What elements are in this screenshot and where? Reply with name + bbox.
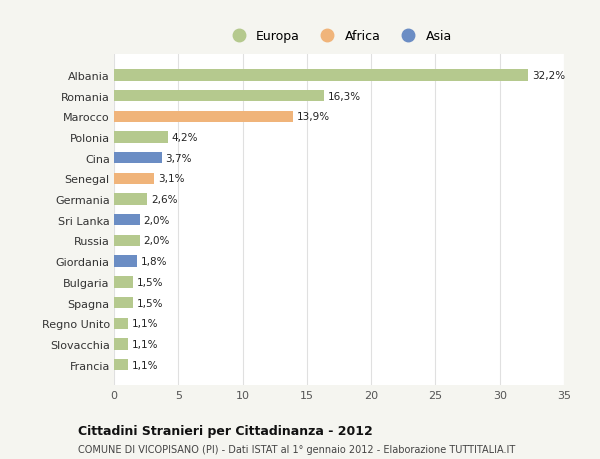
Text: 4,2%: 4,2% bbox=[172, 133, 199, 143]
Bar bbox=[114, 153, 161, 164]
Bar bbox=[114, 91, 323, 102]
Bar bbox=[114, 297, 133, 308]
Bar bbox=[114, 359, 128, 370]
Text: COMUNE DI VICOPISANO (PI) - Dati ISTAT al 1° gennaio 2012 - Elaborazione TUTTITA: COMUNE DI VICOPISANO (PI) - Dati ISTAT a… bbox=[78, 444, 515, 454]
Text: Cittadini Stranieri per Cittadinanza - 2012: Cittadini Stranieri per Cittadinanza - 2… bbox=[78, 425, 373, 437]
Bar bbox=[114, 235, 140, 246]
Text: 1,5%: 1,5% bbox=[137, 277, 164, 287]
Legend: Europa, Africa, Asia: Europa, Africa, Asia bbox=[221, 25, 457, 48]
Bar bbox=[114, 174, 154, 185]
Text: 1,1%: 1,1% bbox=[132, 339, 158, 349]
Bar bbox=[114, 215, 140, 226]
Text: 13,9%: 13,9% bbox=[296, 112, 329, 122]
Text: 1,1%: 1,1% bbox=[132, 360, 158, 370]
Text: 16,3%: 16,3% bbox=[328, 91, 361, 101]
Text: 3,7%: 3,7% bbox=[166, 153, 192, 163]
Text: 1,5%: 1,5% bbox=[137, 298, 164, 308]
Text: 1,8%: 1,8% bbox=[141, 257, 167, 267]
Text: 3,1%: 3,1% bbox=[158, 174, 184, 184]
Text: 2,0%: 2,0% bbox=[143, 236, 170, 246]
Bar bbox=[114, 318, 128, 329]
Bar bbox=[114, 194, 148, 205]
Bar bbox=[114, 112, 293, 123]
Bar bbox=[114, 339, 128, 350]
Text: 32,2%: 32,2% bbox=[532, 71, 565, 81]
Bar bbox=[114, 132, 168, 143]
Text: 1,1%: 1,1% bbox=[132, 319, 158, 329]
Bar bbox=[114, 256, 137, 267]
Text: 2,0%: 2,0% bbox=[143, 215, 170, 225]
Bar bbox=[114, 277, 133, 288]
Bar bbox=[114, 70, 528, 81]
Text: 2,6%: 2,6% bbox=[151, 195, 178, 205]
